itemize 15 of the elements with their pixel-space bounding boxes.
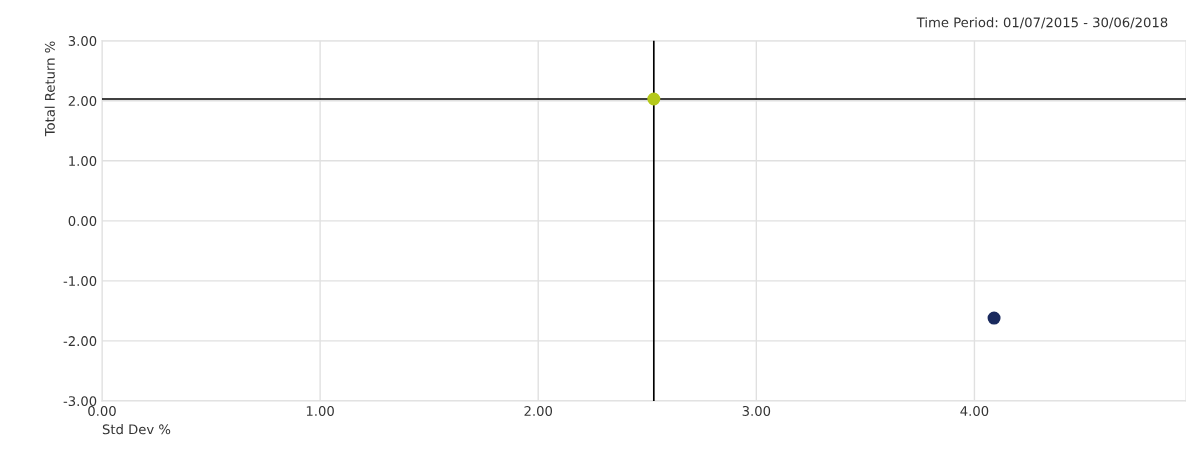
y-tick-label: -2.00 [63,336,97,347]
y-tick-label: -1.00 [63,276,97,287]
y-axis-title: Total Return % [44,41,55,137]
x-tick-label: 3.00 [742,406,771,416]
x-tick-label: 1.00 [306,406,334,416]
y-tick-label: 1.00 [69,156,97,167]
y-tick-label: -3.00 [63,396,97,407]
x-tick-label: 2.00 [524,406,553,416]
y-tick-label: 3.00 [68,35,97,46]
x-axis-title: Std Dev % [102,424,171,435]
y-tick-label: 0.00 [68,216,97,227]
x-tick-label: 4.00 [960,406,989,416]
x-tick-label: 0.00 [88,406,116,416]
chart-subtitle: Time Period: 01/07/2015 - 30/06/2018 [916,17,1168,29]
y-tick-label: 2.00 [68,96,97,106]
